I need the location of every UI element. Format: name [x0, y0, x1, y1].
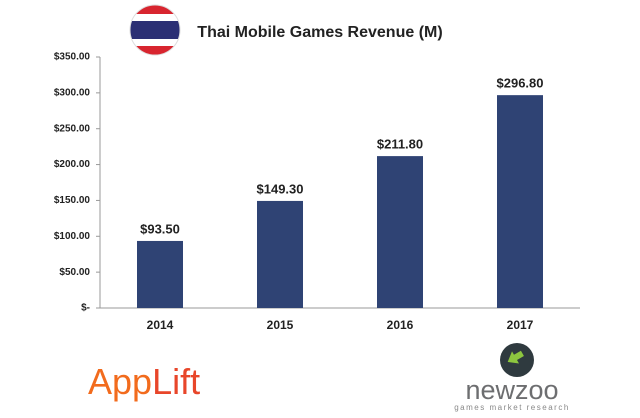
newzoo-arrow — [507, 350, 524, 364]
x-tick-label: 2015 — [267, 318, 294, 332]
x-tick-label: 2017 — [507, 318, 534, 332]
y-tick-label: $150.00 — [54, 195, 91, 206]
value-label: $211.80 — [377, 137, 423, 152]
y-tick-label: $- — [81, 303, 90, 314]
bar — [257, 200, 303, 308]
applift-logo: AppLift — [88, 361, 200, 402]
value-label: $149.30 — [257, 181, 304, 196]
y-tick-label: $300.00 — [54, 87, 91, 98]
y-tick-label: $200.00 — [54, 159, 91, 170]
thai-flag — [130, 5, 180, 55]
chart-title: Thai Mobile Games Revenue (M) — [197, 24, 442, 41]
bar — [377, 156, 423, 308]
y-tick-label: $100.00 — [54, 231, 91, 242]
y-tick-label: $50.00 — [59, 267, 90, 278]
flag-rim — [129, 4, 181, 56]
value-label: $296.80 — [497, 76, 544, 91]
bar — [137, 240, 183, 308]
x-tick-label: 2014 — [147, 318, 174, 332]
value-label: $93.50 — [140, 221, 180, 236]
newzoo-tagline: games market research — [454, 403, 570, 412]
bar — [497, 95, 543, 308]
y-tick-label: $250.00 — [54, 123, 91, 134]
y-tick-label: $350.00 — [54, 52, 91, 63]
x-tick-label: 2016 — [387, 318, 414, 332]
newzoo-logo: newzoo — [465, 375, 558, 405]
